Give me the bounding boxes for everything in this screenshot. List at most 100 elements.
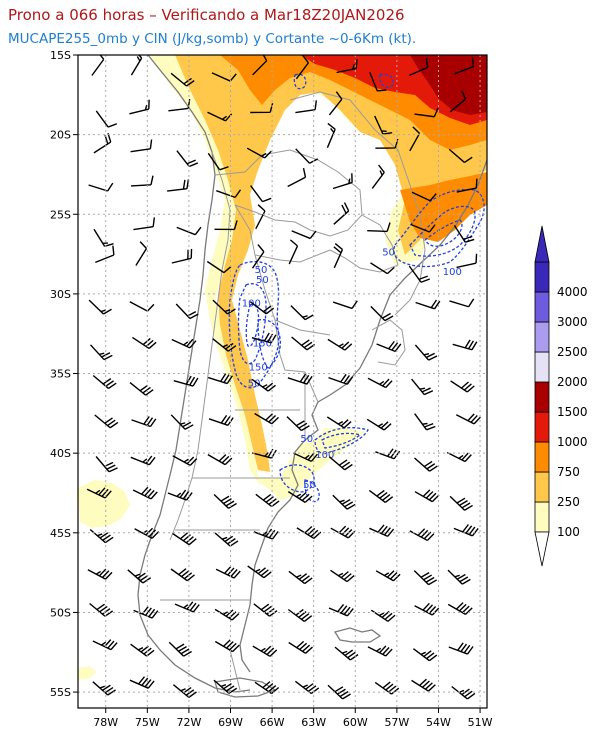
wind-barb <box>332 494 356 510</box>
wind-barbs <box>86 55 481 700</box>
wind-barb <box>328 456 353 471</box>
lat-tick-label: 20S <box>50 129 71 142</box>
wind-barb <box>367 377 393 389</box>
wind-barb <box>414 413 436 431</box>
wind-barb <box>130 139 153 153</box>
lat-tick-label: 25S <box>50 208 71 221</box>
wind-barb <box>207 152 229 171</box>
cin-contour-label: 50 <box>255 265 268 276</box>
wind-barb <box>91 55 105 76</box>
paraguay-border <box>329 214 399 273</box>
wind-barb <box>253 528 279 540</box>
wind-barb <box>374 115 393 135</box>
wind-barb <box>409 126 421 152</box>
wind-barb <box>212 299 236 315</box>
cin-contour-label: 100 <box>443 267 462 278</box>
legend-max-arrow <box>534 225 550 263</box>
wind-barb <box>130 455 156 466</box>
wind-barb <box>133 217 156 231</box>
lon-tick-label: 51W <box>468 716 493 729</box>
wind-barb <box>86 487 112 499</box>
wind-barb <box>176 226 202 236</box>
lat-tick-label: 30S <box>50 288 71 301</box>
wind-barb <box>414 457 438 472</box>
wind-barb <box>168 641 192 657</box>
legend-swatch <box>534 381 550 413</box>
cin-contour-label: 50 <box>300 434 313 445</box>
wind-barb <box>413 570 438 586</box>
wind-barb <box>287 373 313 385</box>
lon-tick-label: 72W <box>176 716 201 729</box>
wind-barb <box>290 305 314 321</box>
cin-contour-west-3 <box>245 303 260 347</box>
wind-barb <box>449 495 473 511</box>
province-lines <box>160 204 331 691</box>
cape-area-250 <box>175 55 487 472</box>
wind-barb <box>207 373 233 385</box>
wind-barb <box>89 528 114 544</box>
wind-barb <box>326 122 336 148</box>
wind-barb <box>456 253 478 269</box>
wind-barb <box>446 451 472 463</box>
wind-barb <box>254 412 280 425</box>
lat-tick-label: 35S <box>50 368 71 381</box>
wind-barb <box>452 339 478 351</box>
wind-barb <box>412 648 438 662</box>
lat-tick-label: 40S <box>50 447 71 460</box>
wind-barb <box>456 178 478 193</box>
wind-barb <box>454 57 475 75</box>
lat-tick-label: 55S <box>50 686 71 699</box>
wind-barb <box>170 72 195 87</box>
wind-barb <box>366 418 392 431</box>
wind-barb <box>330 569 355 583</box>
legend-label: 750 <box>557 465 580 479</box>
wind-barb <box>95 110 118 128</box>
wind-barb <box>333 243 344 269</box>
wind-barb <box>89 344 113 361</box>
page-title: Prono a 066 horas – Verificando a Mar18Z… <box>8 6 405 24</box>
lon-tick-label: 54W <box>426 716 451 729</box>
wind-barb <box>88 182 114 192</box>
wind-barb <box>249 301 275 315</box>
wind-barb <box>132 336 157 350</box>
wind-barb <box>130 55 143 76</box>
wind-barb <box>369 72 387 92</box>
wind-barb <box>207 111 233 122</box>
wind-barb <box>414 602 440 616</box>
cin-contour-label: 150 <box>249 362 268 373</box>
wind-barb <box>207 453 233 466</box>
wind-barb <box>246 147 272 159</box>
legend-label: 1500 <box>557 405 588 419</box>
wind-barb <box>172 455 198 466</box>
wind-barb <box>408 265 431 283</box>
wind-barb <box>131 416 157 428</box>
wind-barb <box>211 72 237 82</box>
wind-barb <box>287 608 313 623</box>
wind-barb <box>252 55 268 76</box>
wind-barb <box>294 680 320 695</box>
legend-swatch <box>534 321 550 353</box>
wind-barb <box>409 528 435 542</box>
wind-barb <box>251 332 277 344</box>
wind-barb <box>250 103 274 114</box>
wind-barb <box>334 646 359 661</box>
cin-contour-west-2 <box>237 283 267 365</box>
lat-tick-label: 50S <box>50 606 71 619</box>
wind-barb <box>247 565 272 579</box>
legend-label: 100 <box>557 525 580 539</box>
wind-barb <box>409 58 429 77</box>
wind-barb <box>336 59 358 74</box>
cape-area-100-southwest <box>78 666 96 680</box>
cape-area-100-west <box>78 480 130 528</box>
wind-barb <box>95 245 115 264</box>
cin-contour-north <box>293 73 394 90</box>
cin-contour-west-1 <box>228 261 280 389</box>
wind-barb <box>328 91 343 116</box>
wind-barb <box>172 532 197 546</box>
wind-barb <box>333 202 350 225</box>
wind-barb <box>250 185 272 203</box>
wind-barb <box>414 107 439 118</box>
wind-barb <box>411 378 434 396</box>
